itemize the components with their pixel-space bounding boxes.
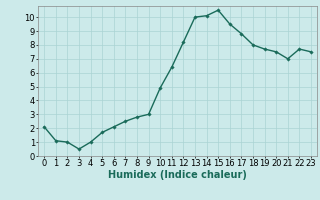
X-axis label: Humidex (Indice chaleur): Humidex (Indice chaleur) (108, 170, 247, 180)
